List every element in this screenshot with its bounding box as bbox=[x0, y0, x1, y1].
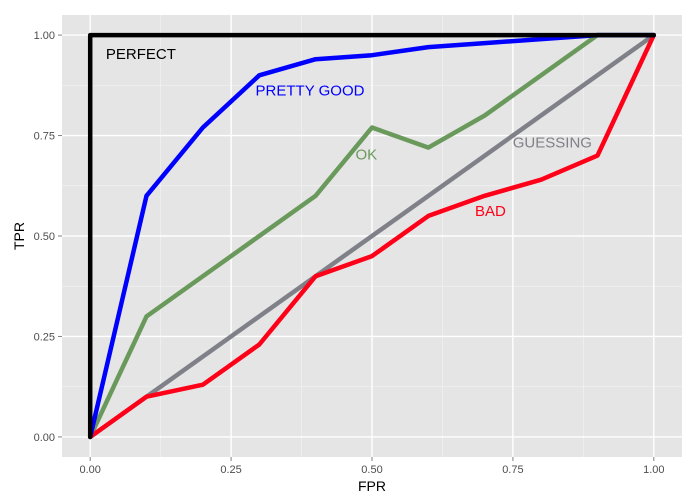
series-line-pretty-good bbox=[87, 32, 657, 440]
x-tick-label: 0.00 bbox=[79, 464, 100, 476]
y-tick-label: 0.00 bbox=[34, 432, 55, 444]
series-label-guessing: GUESSING bbox=[513, 135, 592, 152]
series-lines bbox=[87, 32, 657, 440]
series-label-ok: OK bbox=[356, 147, 378, 164]
axis-ticks: 0.00 0.25 0.50 0.75 1.00 0.00 0.25 0.50 0.75 1.00 bbox=[34, 30, 665, 476]
series-labels: GUESSING OK BAD PRETTY GOOD PERFECT bbox=[106, 46, 592, 220]
y-axis-title: TPR bbox=[11, 222, 27, 250]
series-label-perfect: PERFECT bbox=[106, 46, 176, 63]
y-tick-label: 0.50 bbox=[34, 231, 55, 243]
y-tick-label: 0.75 bbox=[34, 131, 55, 143]
y-tick-label: 1.00 bbox=[34, 30, 55, 42]
series-line-bad bbox=[87, 32, 657, 440]
y-tick-label: 0.25 bbox=[34, 331, 55, 343]
series-label-pretty-good: PRETTY GOOD bbox=[256, 82, 365, 99]
x-tick-label: 0.25 bbox=[220, 464, 241, 476]
x-tick-label: 0.75 bbox=[502, 464, 523, 476]
series-line-guessing bbox=[87, 32, 657, 440]
x-tick-label: 1.00 bbox=[643, 464, 664, 476]
series-label-bad: BAD bbox=[475, 203, 506, 220]
x-tick-label: 0.50 bbox=[361, 464, 382, 476]
series-line-perfect bbox=[87, 32, 657, 440]
x-axis-title: FPR bbox=[358, 478, 386, 494]
series-line-ok bbox=[87, 32, 657, 440]
